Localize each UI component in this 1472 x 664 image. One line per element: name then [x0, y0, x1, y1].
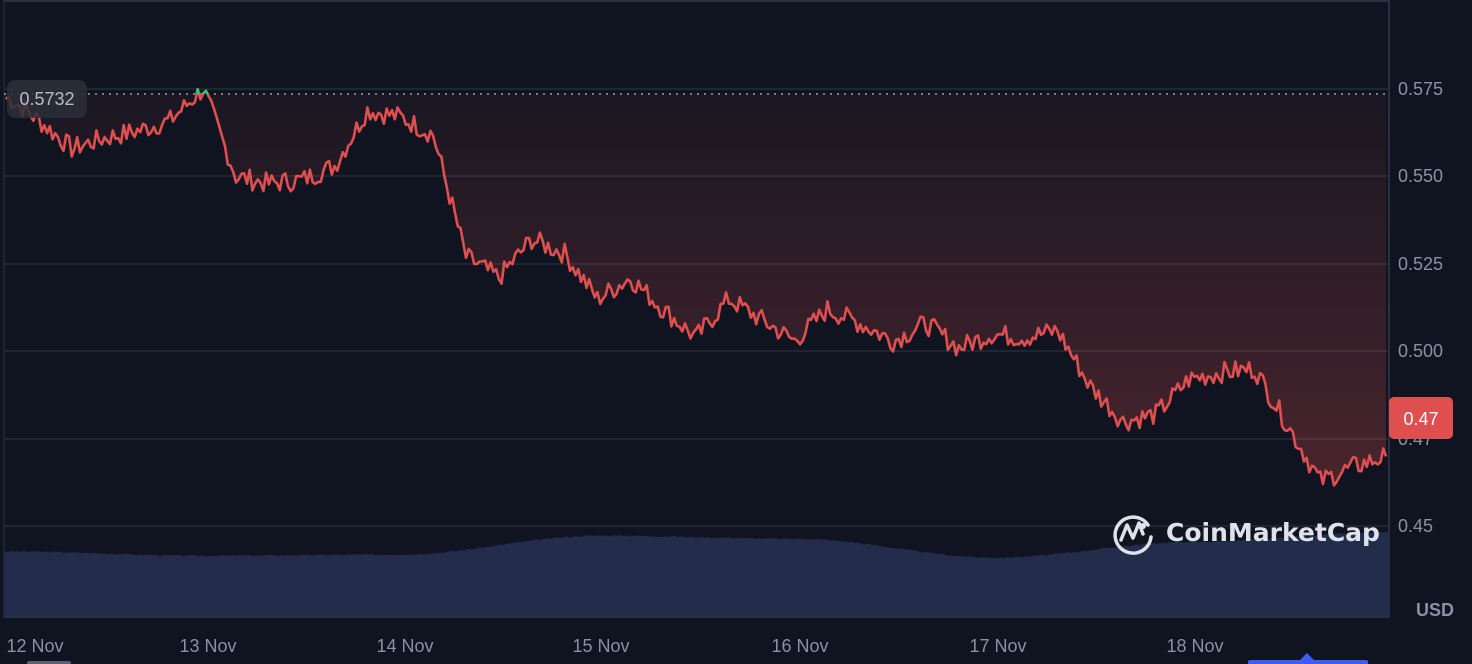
price-line-down[interactable] — [5, 89, 1388, 487]
y-tick-label: 0.575 — [1398, 79, 1443, 99]
y-tick-label: 0.500 — [1398, 341, 1443, 361]
current-price-label: 0.47 — [1403, 409, 1438, 429]
price-area-fill — [6, 94, 1386, 486]
plot-frame — [3, 0, 1390, 618]
coinmarketcap-logo-icon — [1113, 515, 1153, 555]
y-tick-label: 0.45 — [1398, 516, 1433, 536]
coinmarketcap-brand-text: CoinMarketCap — [1166, 518, 1380, 547]
x-tick-label: 17 Nov — [969, 636, 1026, 656]
x-tick-label: 13 Nov — [179, 636, 236, 656]
reference-price-label: 0.5732 — [19, 89, 74, 109]
current-price-badge: 0.47 — [1389, 397, 1453, 439]
y-tick-label: 0.525 — [1398, 254, 1443, 274]
y-axis: 0.575 0.550 0.525 0.500 0.47 0.45 — [1398, 79, 1443, 536]
range-handle-icon[interactable] — [1300, 653, 1314, 660]
range-navigator[interactable] — [27, 653, 1368, 664]
x-tick-label: 12 Nov — [6, 636, 63, 656]
coinmarketcap-watermark: CoinMarketCap — [1113, 515, 1380, 555]
scroll-indicator[interactable] — [27, 661, 71, 664]
x-axis: 12 Nov 13 Nov 14 Nov 15 Nov 16 Nov 17 Nov 18 N… — [6, 636, 1223, 656]
x-tick-label: 18 Nov — [1166, 636, 1223, 656]
reference-price-badge: 0.5732 — [7, 80, 87, 118]
currency-label: USD — [1416, 600, 1454, 620]
x-tick-label: 15 Nov — [572, 636, 629, 656]
x-tick-label: 16 Nov — [771, 636, 828, 656]
y-tick-label: 0.550 — [1398, 166, 1443, 186]
range-selector-bar[interactable] — [1248, 660, 1368, 664]
volume-bars — [4, 531, 1389, 616]
x-tick-label: 14 Nov — [376, 636, 433, 656]
